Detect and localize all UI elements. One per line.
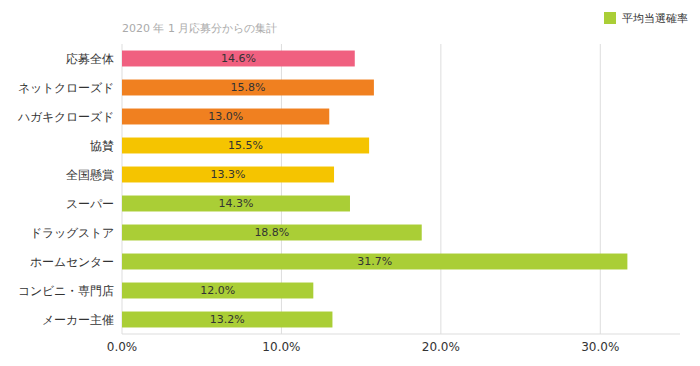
data-label: 12.0% bbox=[200, 284, 235, 297]
y-tick-label: ネットクローズド bbox=[18, 81, 114, 95]
chart: 0.0% 10.0% 20.0% 30.0% メーカー主催 コンビニ・専門店 ホームセンター… bbox=[0, 0, 700, 366]
data-label: 13.3% bbox=[211, 168, 246, 181]
y-tick-label: 協賛 bbox=[90, 139, 114, 153]
bars bbox=[122, 51, 627, 328]
y-tick-label: ドラッグストア bbox=[30, 226, 114, 240]
data-label: 14.3% bbox=[219, 197, 254, 210]
y-tick-label: 全国懸賞 bbox=[66, 168, 114, 182]
legend-label: 平均当選確率 bbox=[622, 12, 688, 25]
grid bbox=[122, 44, 600, 334]
data-label: 15.5% bbox=[228, 139, 263, 152]
y-tick-label: メーカー主催 bbox=[42, 313, 114, 327]
y-tick-label: スーパー bbox=[66, 197, 114, 211]
data-label: 13.2% bbox=[210, 313, 245, 326]
bar bbox=[122, 167, 334, 183]
data-label: 13.0% bbox=[208, 110, 243, 123]
x-tick-label: 30.0% bbox=[581, 340, 619, 354]
y-tick-label: コンビニ・専門店 bbox=[18, 284, 114, 298]
data-label: 14.6% bbox=[221, 52, 256, 65]
bar bbox=[122, 225, 422, 241]
bar bbox=[122, 138, 369, 154]
bar bbox=[122, 109, 329, 125]
bar bbox=[122, 283, 313, 299]
legend: 平均当選確率 bbox=[604, 12, 688, 25]
bar bbox=[122, 196, 350, 212]
bar bbox=[122, 254, 627, 270]
data-label: 18.8% bbox=[254, 226, 289, 239]
y-tick-label: ハガキクローズド bbox=[17, 110, 114, 124]
grid-line bbox=[440, 44, 441, 334]
y-tick-label: 応募全体 bbox=[66, 52, 114, 66]
bar bbox=[122, 80, 374, 96]
x-tick-label: 10.0% bbox=[262, 340, 300, 354]
x-axis-line bbox=[122, 334, 680, 335]
grid-line bbox=[600, 44, 601, 334]
bar bbox=[122, 312, 332, 328]
x-tick-label: 20.0% bbox=[422, 340, 460, 354]
y-tick-label: ホームセンター bbox=[30, 255, 114, 269]
x-tick-label: 0.0% bbox=[107, 340, 138, 354]
legend-swatch bbox=[604, 12, 616, 24]
subtitle: 2020 年 1 月応募分からの集計 bbox=[122, 22, 277, 35]
data-label: 31.7% bbox=[357, 255, 392, 268]
data-label: 15.8% bbox=[230, 81, 265, 94]
bar bbox=[122, 51, 355, 67]
